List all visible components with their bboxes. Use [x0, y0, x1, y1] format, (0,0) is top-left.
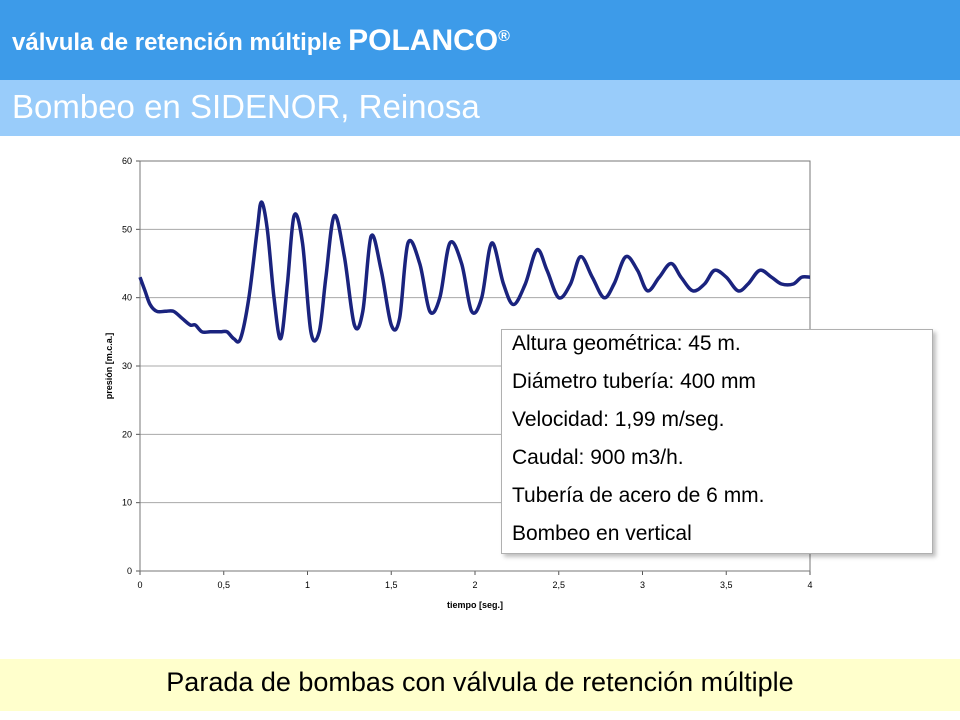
x-tick-label: 0,5	[217, 580, 230, 590]
y-tick-label: 0	[127, 566, 132, 576]
registered-mark: ®	[498, 28, 510, 45]
info-altura: Altura geométrica: 45 m.	[512, 332, 741, 355]
pressure-chart: 0 10 20 30 40 50 60 0 0,5 1 1,5 2 2,5 3 3,5 4 tiempo [s…	[104, 156, 813, 610]
y-tick-label: 20	[122, 429, 132, 439]
y-tick-label: 60	[122, 156, 132, 166]
subtitle-bar: Bombeo en SIDENOR, Reinosa	[0, 80, 960, 136]
brand-name: POLANCO	[348, 24, 499, 57]
info-tuberia: Tubería de acero de 6 mm.	[512, 484, 765, 507]
y-tick-label: 50	[122, 224, 132, 234]
y-tick-label: 30	[122, 361, 132, 371]
x-tick-label: 4	[807, 580, 812, 590]
info-diametro: Diámetro tubería: 400 mm	[512, 370, 756, 393]
y-axis-label: presión [m.c.a.]	[104, 333, 114, 400]
x-tick-label: 1	[305, 580, 310, 590]
page-subtitle: Bombeo en SIDENOR, Reinosa	[12, 88, 480, 125]
info-bombeo: Bombeo en vertical	[512, 522, 692, 545]
x-tick-label: 1,5	[385, 580, 398, 590]
x-tick-label: 2,5	[552, 580, 565, 590]
header-bar: válvula de retención múltiple POLANCO®	[0, 0, 960, 80]
pipe-info-box: Altura geométrica: 45 m. Diámetro tuberí…	[501, 329, 933, 554]
chart-axes: 0 10 20 30 40 50 60 0 0,5 1 1,5 2 2,5 3 3,5 4	[122, 156, 813, 590]
header-title: válvula de retención múltiple POLANCO®	[12, 24, 510, 58]
footer-bar: Parada de bombas con válvula de retenció…	[0, 659, 960, 711]
info-caudal: Caudal: 900 m3/h.	[512, 446, 684, 469]
x-tick-label: 3,5	[720, 580, 733, 590]
x-axis-label: tiempo [seg.]	[447, 600, 503, 610]
x-tick-label: 0	[137, 580, 142, 590]
y-tick-label: 10	[122, 498, 132, 508]
x-tick-label: 2	[472, 580, 477, 590]
info-velocidad: Velocidad: 1,99 m/seg.	[512, 408, 725, 431]
header-title-prefix: válvula de retención múltiple	[12, 29, 342, 56]
x-tick-label: 3	[640, 580, 645, 590]
pressure-series-line	[138, 200, 811, 344]
footer-caption: Parada de bombas con válvula de retenció…	[166, 667, 794, 697]
y-tick-label: 40	[122, 293, 132, 303]
chart-series	[138, 200, 811, 344]
